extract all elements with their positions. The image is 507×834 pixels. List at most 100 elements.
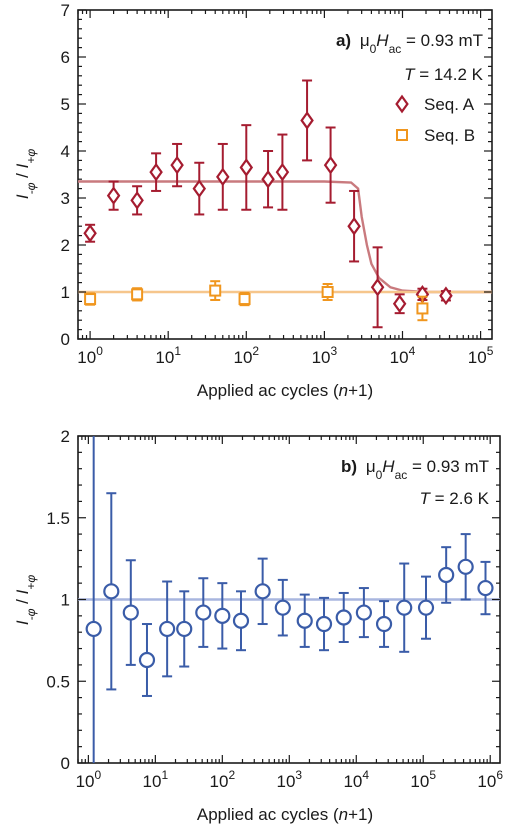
panel-a-xlabel-n: n [339,381,348,400]
panel-b-data-point [335,609,352,626]
panel-a-xlabel-prefix: Applied ac cycles ( [197,381,339,400]
panel-a-x-tick-exponent: 3 [331,344,338,358]
panel-b-data-point [232,612,250,629]
panel-b-x-tick-base: 10 [276,772,295,791]
legend-label-seq-a: Seq. A [424,95,475,114]
panel-b-field-sub: ac [395,468,408,482]
legend-label-seq-b: Seq. B [424,126,475,145]
panel-a-x-tick-label: 105 [468,344,494,367]
panel-b-x-tick-base: 10 [343,772,362,791]
panel-b-data [85,436,494,763]
panel-b-ylabel-i1: I [13,620,32,625]
panel-b-x-tick-label: 102 [210,768,236,791]
panel-a-data-point [321,286,334,298]
panel-b-xlabel-prefix: Applied ac cycles ( [197,805,339,824]
panel-b-x-tick-base: 10 [143,772,162,791]
panel-a-label: a) [336,31,351,50]
panel-b-data-point [274,599,291,616]
panel-a-x-tick-base: 10 [155,348,174,367]
panel-a-field-value: = 0.93 mT [401,31,483,50]
panel-a-data-point [275,162,290,182]
panel-b-field-h: H [382,457,395,476]
panel-b-data-point [138,651,156,669]
panel-a-data-point [192,179,207,198]
panel-b-x-tick-exponent: 3 [295,768,302,782]
panel-a-x-tick-base: 10 [390,348,409,367]
panel-a-x-tick-base: 10 [233,348,252,367]
panel-b-x-tick-label: 106 [477,768,503,791]
panel-a-field-annotation: a) μ0Hac = 0.93 mT [336,31,483,56]
panel-a-data-point [300,111,314,130]
panel-b-ylabel-sub-minus: -φ [24,608,38,620]
panel-a-x-tick-exponent: 2 [252,344,259,358]
panel-a-data-point [347,216,361,236]
panel-b-y-tick-label: 0 [61,754,70,773]
panel-a-x-tick-label: 100 [77,344,103,367]
panel-b-label: b) [341,457,357,476]
panel-b-x-tick-label: 105 [410,768,436,791]
panel-a-x-tick-exponent: 1 [174,344,181,358]
panel-a-y-tick-label: 3 [61,189,70,208]
panel-a-data-point [439,286,453,306]
panel-a-data-point [323,155,338,175]
panel-a-xlabel-suffix: +1) [348,381,373,400]
panel-a-y-tick-label: 6 [61,48,70,67]
panel-b-data-point [122,604,139,621]
panel-b-y-tick-label: 1 [61,591,70,610]
panel-a-data-point [130,190,144,210]
panel-a-data-point [238,293,251,306]
legend-marker-seq-b [396,129,408,141]
panel-a-field-sub: ac [389,42,402,56]
panel-a-temp-t: T [404,65,416,84]
panel-a-temp-value: = 14.2 K [414,65,483,84]
panel-b-data-point [315,615,333,633]
panel-a-data-point [83,223,97,243]
panel-a-data-point [170,155,184,175]
panel-a-y-tick-label: 7 [61,1,70,20]
panel-b-data-point [375,615,393,633]
panel-a-x-tick-label: 104 [390,344,416,367]
panel-a-data-point [216,167,230,187]
panel-a-data-point [106,186,121,206]
panel-a-plot-frame [77,9,493,340]
panel-b-x-tick-exponent: 1 [161,768,168,782]
panel-a-y-tick-label: 5 [61,95,70,114]
panel-b-x-tick-exponent: 2 [228,768,235,782]
panel-b-data-point [417,599,435,616]
panel-b-xlabel-suffix: +1) [348,805,373,824]
legend-marker-shape-seq-b [396,129,408,141]
legend-marker-shape-seq-a [395,94,409,114]
panel-b-ylabel-i2: I [13,589,32,594]
panel-b-x-tick-base: 10 [477,772,496,791]
panel-b-x-tick-exponent: 4 [362,768,369,782]
panel-b-data-point [438,566,455,584]
panel-a-data-point [261,169,275,189]
panel-a-data-point [370,277,385,297]
panel-a-y-tick-label: 2 [61,236,70,255]
panel-b-temp-value: = 2.6 K [430,489,490,508]
panel-a-field-sub0: 0 [370,42,377,56]
panel-b-x-tick-label: 101 [143,768,169,791]
panel-a-field-mu: μ [360,31,370,50]
panel-b-field-value: = 0.93 mT [407,457,489,476]
panel-a-data [83,79,453,329]
panel-a-x-tick-exponent: 5 [487,344,494,358]
panel-b-y-tick-label: 0.5 [46,672,70,691]
panel-b-data-point [159,620,176,638]
panel-b-x-tick-base: 10 [410,772,429,791]
panel-b-data-point [355,604,372,621]
panel-b-data-point [396,599,413,616]
panel-b-data-point [214,607,231,624]
panel-a-x-tick-exponent: 4 [409,344,416,358]
panel-b-field-mu: μ [366,457,376,476]
panel-a-data-point [392,294,407,314]
panel-a-x-tick-base: 10 [312,348,331,367]
panel-b-data-point [103,583,120,600]
panel-a-data-point [131,288,144,301]
panel-b-xlabel-n: n [339,805,348,824]
panel-a-y-tick-label: 4 [61,142,70,161]
